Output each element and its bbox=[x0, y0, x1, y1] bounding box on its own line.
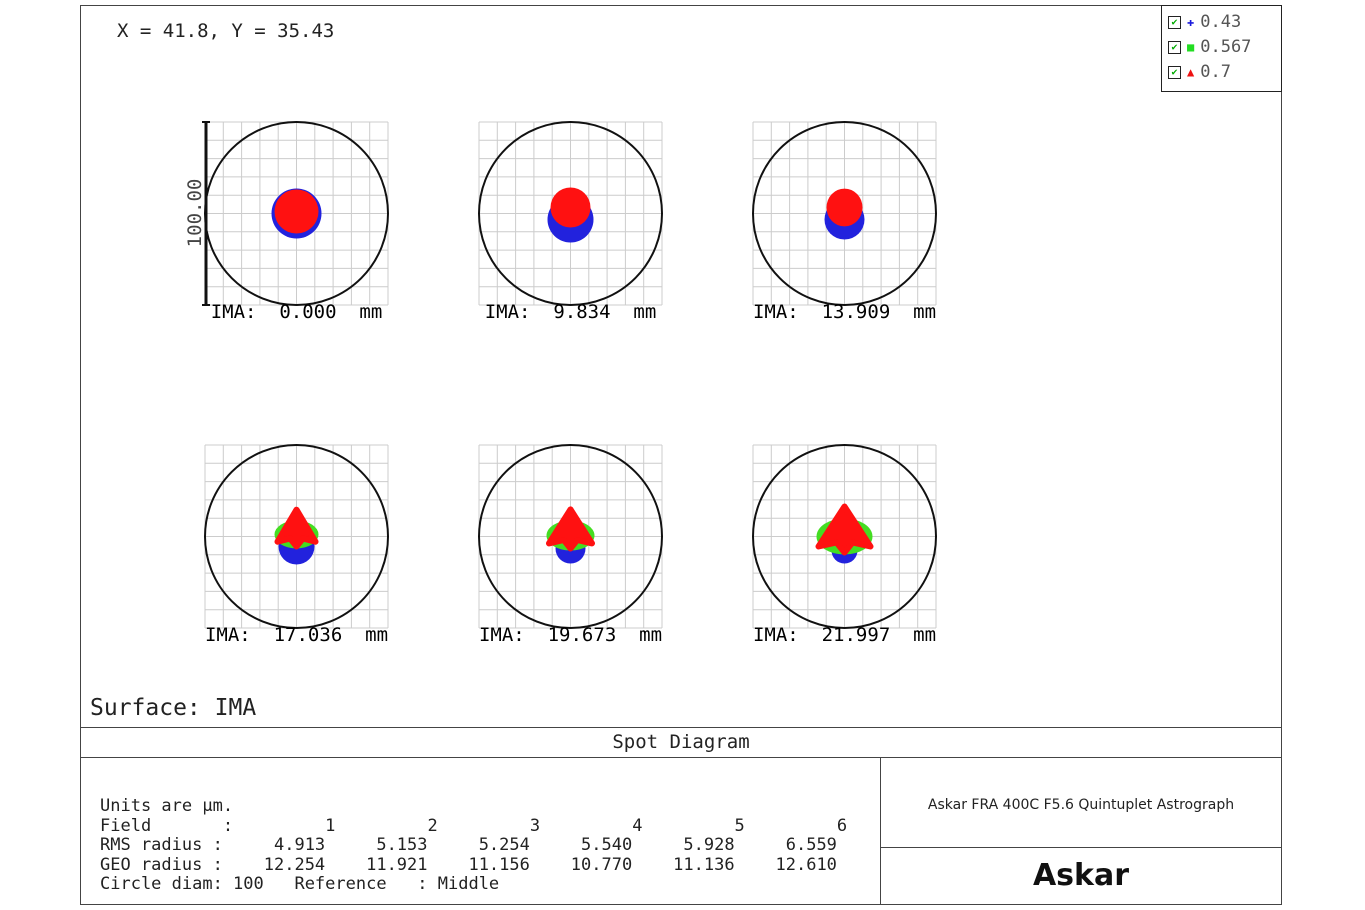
legend-item[interactable]: ✔ ■ 0.567 bbox=[1168, 37, 1251, 57]
coordinate-readout: X = 41.8, Y = 35.43 bbox=[117, 20, 335, 42]
plus-marker-icon: ✚ bbox=[1187, 15, 1195, 29]
spot-0.7 bbox=[274, 189, 319, 234]
legend: ✔ ✚ 0.43 ✔ ■ 0.567 ✔ ▲ 0.7 bbox=[1161, 5, 1282, 92]
spot-plots: IMA: 0.000 mm IMA: 9.834 mm IMA: 13.909 mm… bbox=[184, 121, 937, 646]
spot-0.7 bbox=[550, 187, 591, 228]
triangle-marker-icon: ▲ bbox=[1187, 65, 1195, 79]
airy-circle bbox=[478, 444, 663, 629]
surface-label: Surface: IMA bbox=[90, 695, 257, 721]
spot-panel-5: IMA: 19.673 mm bbox=[478, 444, 663, 646]
field-label: IMA: 21.997 mm bbox=[753, 624, 936, 646]
square-marker-icon: ■ bbox=[1187, 40, 1195, 54]
field-label: IMA: 19.673 mm bbox=[479, 624, 662, 646]
stats-table: Units are µm. Field : 1 2 3 4 5 6 RMS radi… bbox=[100, 796, 848, 895]
spot-0.7 bbox=[815, 503, 874, 556]
legend-item[interactable]: ✔ ✚ 0.43 bbox=[1168, 12, 1241, 32]
airy-circle bbox=[204, 444, 389, 629]
spot-panel-1: IMA: 0.000 mm bbox=[204, 121, 389, 323]
field-label: IMA: 17.036 mm bbox=[205, 624, 388, 646]
airy-circle bbox=[752, 121, 937, 306]
checkbox-icon[interactable]: ✔ bbox=[1168, 65, 1181, 79]
stats-line: GEO radius : 12.254 11.921 11.156 10.770… bbox=[100, 854, 837, 875]
checkbox-icon[interactable]: ✔ bbox=[1168, 40, 1181, 54]
spot-panel-4: IMA: 17.036 mm bbox=[204, 444, 389, 646]
legend-label: 0.7 bbox=[1200, 62, 1231, 82]
stats-line: Field : 1 2 3 4 5 6 bbox=[100, 815, 848, 836]
legend-label: 0.567 bbox=[1200, 37, 1252, 57]
chart-title: Spot Diagram bbox=[612, 731, 750, 753]
scale-bar: 100.00 bbox=[184, 121, 210, 306]
airy-circle bbox=[478, 121, 663, 306]
field-label: IMA: 0.000 mm bbox=[211, 301, 383, 323]
field-label: IMA: 9.834 mm bbox=[485, 301, 657, 323]
field-label: IMA: 13.909 mm bbox=[753, 301, 936, 323]
divider bbox=[880, 757, 881, 905]
spot-0.7 bbox=[546, 506, 595, 552]
plot-frame bbox=[80, 5, 1282, 905]
stats-line: Units are µm. bbox=[100, 796, 234, 816]
stats-line: RMS radius : 4.913 5.153 5.254 5.540 5.9… bbox=[100, 835, 837, 855]
spot-0.7 bbox=[274, 506, 319, 550]
stats-line: Circle diam: 100 Reference : Middle bbox=[100, 874, 500, 894]
scale-label: 100.00 bbox=[184, 179, 206, 248]
spot-panel-6: IMA: 21.997 mm bbox=[752, 444, 937, 646]
airy-circle bbox=[752, 444, 937, 629]
divider bbox=[80, 727, 1282, 728]
legend-item[interactable]: ✔ ▲ 0.7 bbox=[1168, 62, 1231, 82]
askar-logo: Askar bbox=[1032, 858, 1130, 893]
divider bbox=[880, 847, 1282, 848]
legend-label: 0.43 bbox=[1200, 12, 1242, 32]
spot-panel-2: IMA: 9.834 mm bbox=[478, 121, 663, 323]
spot-0.7 bbox=[826, 188, 863, 227]
lens-description: Askar FRA 400C F5.6 Quintuplet Astrograp… bbox=[927, 797, 1235, 813]
checkbox-icon[interactable]: ✔ bbox=[1168, 15, 1181, 29]
divider bbox=[80, 757, 1282, 758]
spot-panel-3: IMA: 13.909 mm bbox=[752, 121, 937, 323]
